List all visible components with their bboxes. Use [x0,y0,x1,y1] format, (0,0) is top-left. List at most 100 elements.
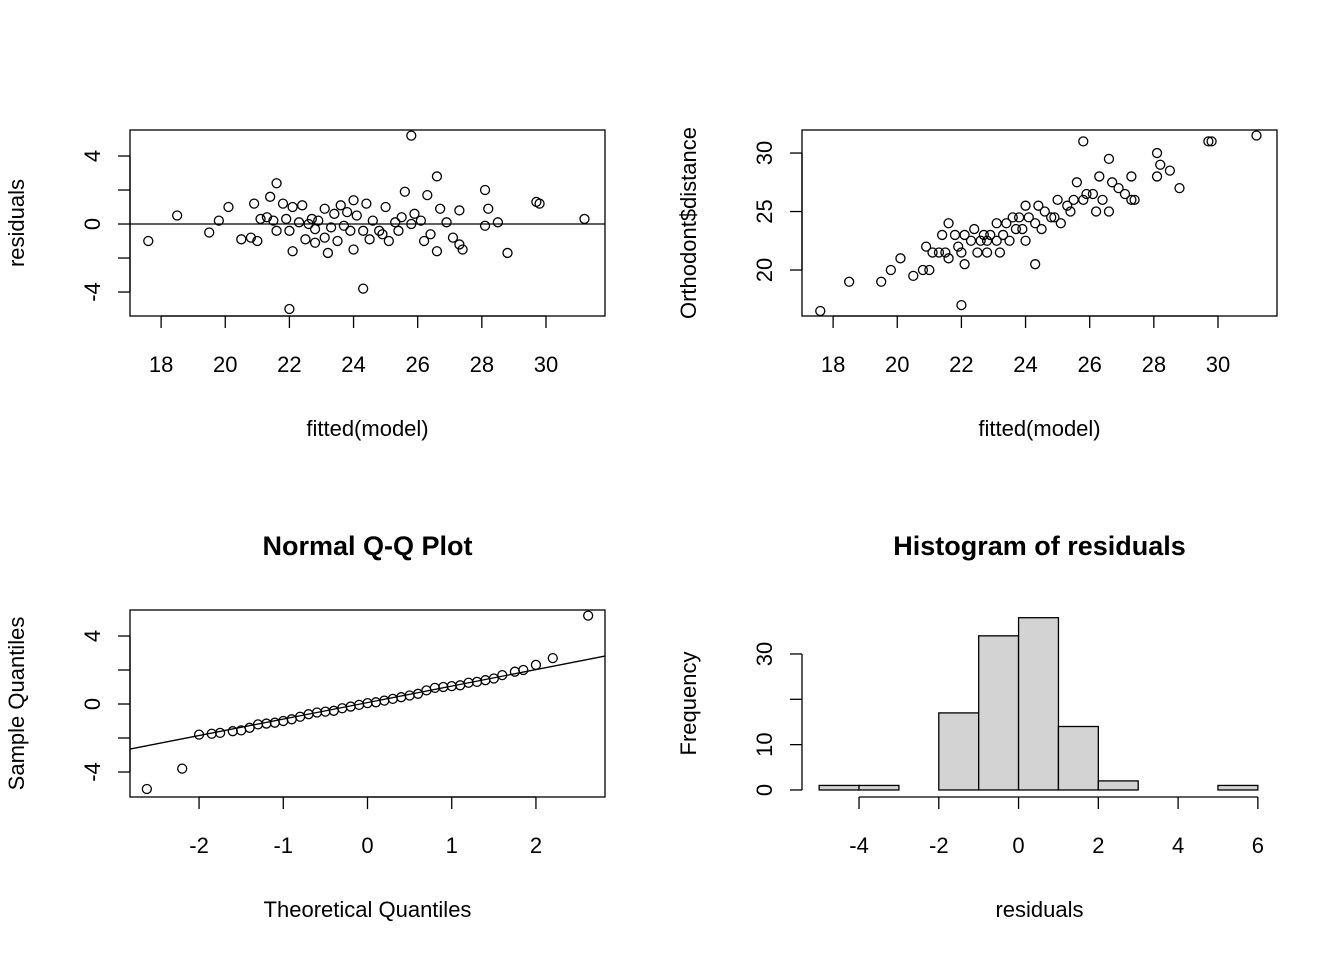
y-tick-label: 10 [752,732,777,756]
point [1155,159,1166,170]
point [1062,200,1073,211]
point [454,239,465,250]
x-tick-label: 22 [277,352,301,377]
point [367,215,378,226]
x-tick-label: 20 [885,352,909,377]
point [479,220,491,231]
point [497,669,508,681]
point [255,213,266,225]
y-tick-label: -4 [80,762,105,782]
y-tick-label: 20 [752,258,777,282]
point [959,229,970,241]
point [319,232,330,243]
point [269,717,281,728]
point [284,303,295,315]
point [885,264,896,276]
point [278,715,289,727]
point [457,244,468,255]
point [281,213,292,225]
point [214,727,226,739]
point [245,232,257,243]
point [329,208,340,219]
point [1065,206,1076,217]
point [1251,130,1262,141]
point [547,652,558,664]
point [1174,182,1185,194]
point [345,225,356,236]
bar [818,784,860,791]
point [920,241,932,252]
point [434,203,446,214]
point [579,213,590,225]
point [227,726,238,737]
point [1039,206,1050,217]
point [383,235,394,247]
point [313,215,324,226]
point [213,215,224,226]
x-tick-label: 30 [1206,352,1230,377]
x-tick-label: 20 [213,352,237,377]
point [431,246,443,257]
point [390,217,401,228]
bar [938,712,980,791]
x-tick-label: 2 [530,833,542,858]
point [502,247,513,259]
point [265,191,276,202]
y-tick-label: 0 [80,218,105,230]
point [1097,194,1108,205]
point [488,673,499,684]
qq-line [129,655,606,750]
point [303,218,314,230]
point [965,235,977,246]
point [1036,223,1047,235]
point [908,270,919,282]
point [223,201,234,213]
point [1010,223,1022,235]
point [306,213,318,225]
point [252,235,263,247]
point [441,217,452,228]
point [399,186,411,197]
point [143,235,154,247]
point [193,729,205,740]
point [969,223,980,235]
point [341,206,353,218]
point [370,697,382,708]
point [1129,194,1140,205]
x-tick-label: 4 [1172,833,1184,858]
plot-box [129,609,606,798]
point [284,225,295,236]
point [1119,188,1131,200]
point [380,201,391,213]
bar [1017,617,1060,791]
point [361,198,372,209]
point [943,218,954,229]
x-tick-label: 18 [149,352,173,377]
point [261,212,273,223]
x-tick-label: 26 [1077,352,1101,377]
point [171,210,183,221]
point [447,232,459,243]
y-tick-label: 0 [752,784,777,796]
point [338,220,350,231]
point [876,276,887,287]
point [425,229,436,240]
x-tick-label: 30 [534,352,558,377]
point [933,247,945,258]
y-tick-label: 30 [752,141,777,165]
point [393,225,404,236]
point [309,223,321,235]
point [287,246,298,257]
point [287,201,298,213]
point [286,714,297,725]
point [431,171,443,182]
x-tick-label: 28 [470,352,494,377]
point [1001,218,1012,229]
point [975,235,986,246]
bar [978,635,1020,791]
point [943,253,954,264]
point [379,695,390,706]
point [1164,165,1176,176]
point [1081,188,1092,200]
point [1004,235,1015,246]
